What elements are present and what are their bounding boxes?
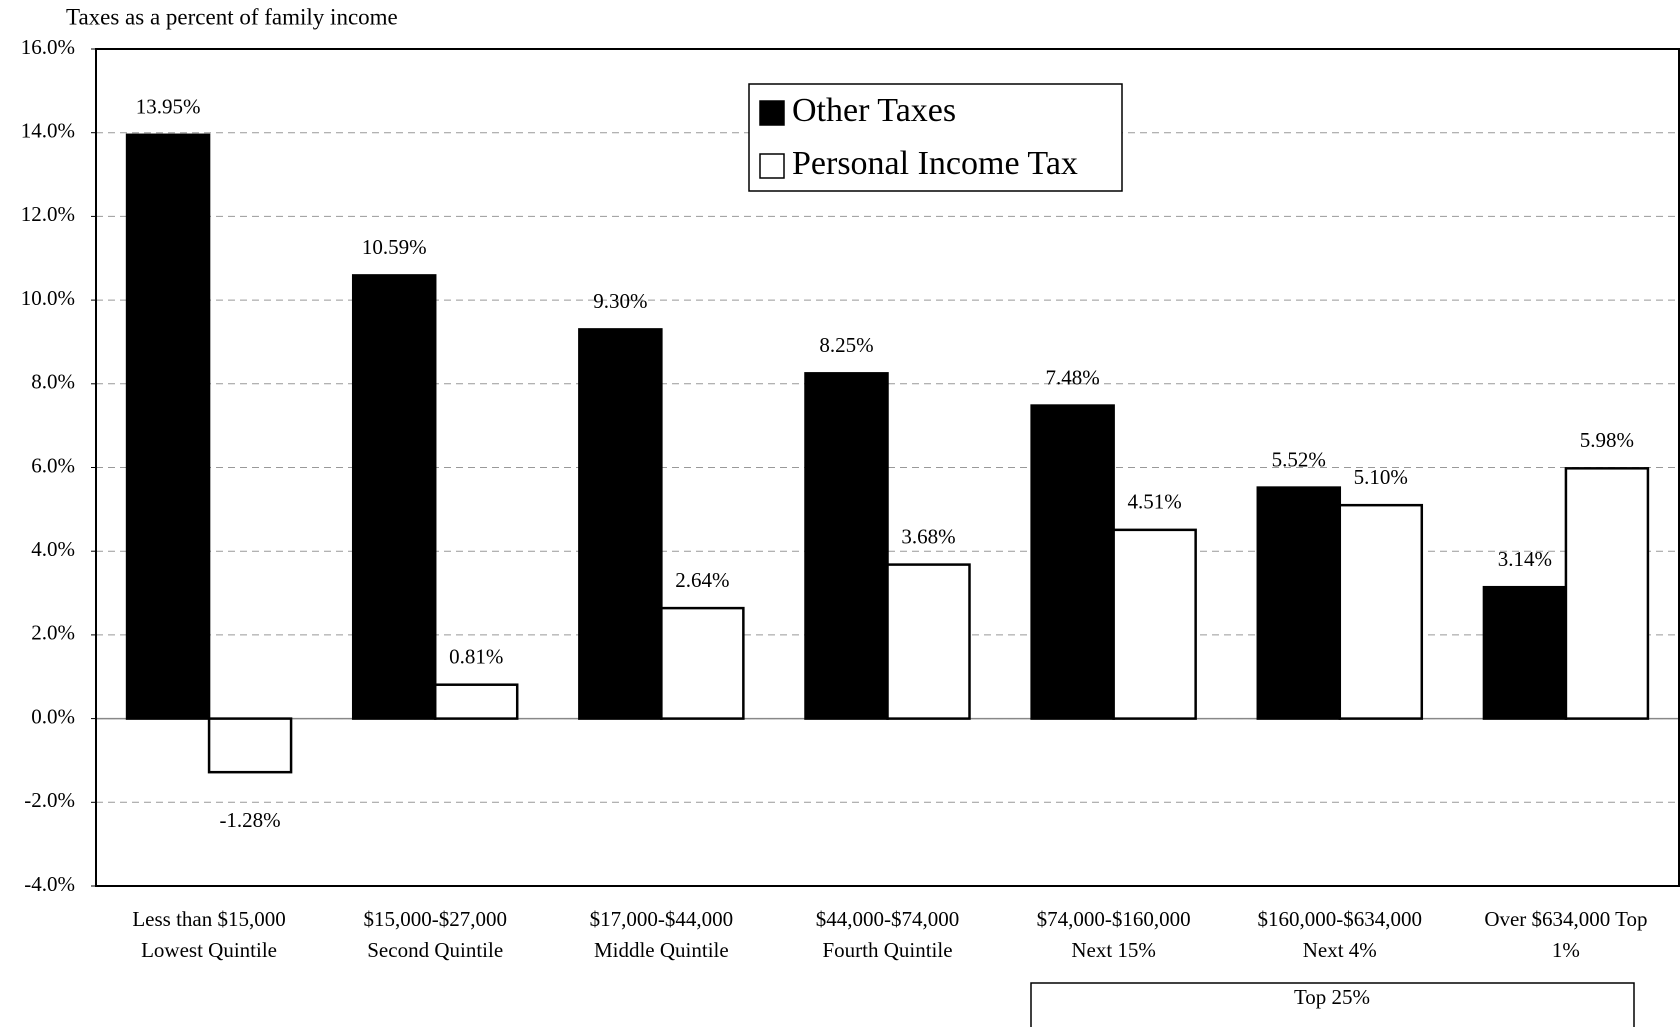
bar xyxy=(886,563,971,720)
value-label: -1.28% xyxy=(219,808,280,832)
value-label: 5.98% xyxy=(1580,428,1634,452)
bar xyxy=(1482,585,1568,720)
x-tick-label: Next 4% xyxy=(1303,938,1377,962)
legend-swatch xyxy=(759,100,785,126)
y-tick-label: 6.0% xyxy=(31,453,75,477)
bar xyxy=(1256,486,1342,720)
y-tick-label: 12.0% xyxy=(21,202,75,226)
x-tick-label: Less than $15,000 xyxy=(132,907,285,931)
bar xyxy=(351,274,437,720)
y-tick-label: 10.0% xyxy=(21,286,75,310)
x-tick-label: Middle Quintile xyxy=(594,938,729,962)
value-label: 5.52% xyxy=(1272,447,1326,471)
bar xyxy=(660,606,745,720)
y-tick-label: 4.0% xyxy=(31,537,75,561)
legend-box xyxy=(748,83,1123,192)
value-label: 3.14% xyxy=(1498,547,1552,571)
bar xyxy=(804,372,889,720)
group-box xyxy=(1030,982,1635,1027)
y-tick-label: -2.0% xyxy=(24,788,75,812)
value-label: 9.30% xyxy=(593,289,647,313)
legend-label: Personal Income Tax xyxy=(792,145,1078,182)
plot-frame xyxy=(95,48,1680,887)
y-tick-label: 2.0% xyxy=(31,621,75,645)
x-tick-label: Lowest Quintile xyxy=(141,938,277,962)
bar xyxy=(1338,503,1424,720)
x-tick-label: $17,000-$44,000 xyxy=(590,907,734,931)
bar xyxy=(1564,467,1650,720)
value-label: 3.68% xyxy=(901,524,955,548)
x-tick-label: Next 15% xyxy=(1071,938,1156,962)
bar xyxy=(578,328,663,720)
bar xyxy=(125,133,211,720)
value-label: 4.51% xyxy=(1128,490,1182,514)
y-tick-label: 16.0% xyxy=(21,35,75,59)
x-tick-label: $74,000-$160,000 xyxy=(1037,907,1191,931)
x-tick-label: Over $634,000 Top xyxy=(1484,907,1647,931)
y-tick-label: 14.0% xyxy=(21,119,75,143)
value-label: 8.25% xyxy=(819,333,873,357)
legend-swatch xyxy=(759,153,785,179)
x-tick-label: 1% xyxy=(1552,938,1580,962)
value-label: 13.95% xyxy=(136,95,201,119)
y-tick-label: 8.0% xyxy=(31,370,75,394)
x-tick-label: $15,000-$27,000 xyxy=(363,907,507,931)
chart-title: Taxes as a percent of family income xyxy=(66,4,398,29)
value-label: 5.10% xyxy=(1354,465,1408,489)
bar xyxy=(1112,528,1197,720)
legend-label: Other Taxes xyxy=(792,92,956,129)
x-tick-label: $160,000-$634,000 xyxy=(1258,907,1423,931)
value-label: 10.59% xyxy=(362,235,427,259)
x-tick-label: $44,000-$74,000 xyxy=(816,907,960,931)
x-tick-label: Fourth Quintile xyxy=(822,938,952,962)
bar xyxy=(207,717,293,774)
y-tick-label: 0.0% xyxy=(31,704,75,728)
value-label: 7.48% xyxy=(1046,365,1100,389)
value-label: 2.64% xyxy=(675,568,729,592)
x-tick-label: Second Quintile xyxy=(367,938,503,962)
y-tick-label: -4.0% xyxy=(24,872,75,896)
bar xyxy=(433,683,519,720)
bar xyxy=(1030,404,1115,720)
group-label: Top 25% xyxy=(1294,985,1370,1009)
value-label: 0.81% xyxy=(449,645,503,669)
